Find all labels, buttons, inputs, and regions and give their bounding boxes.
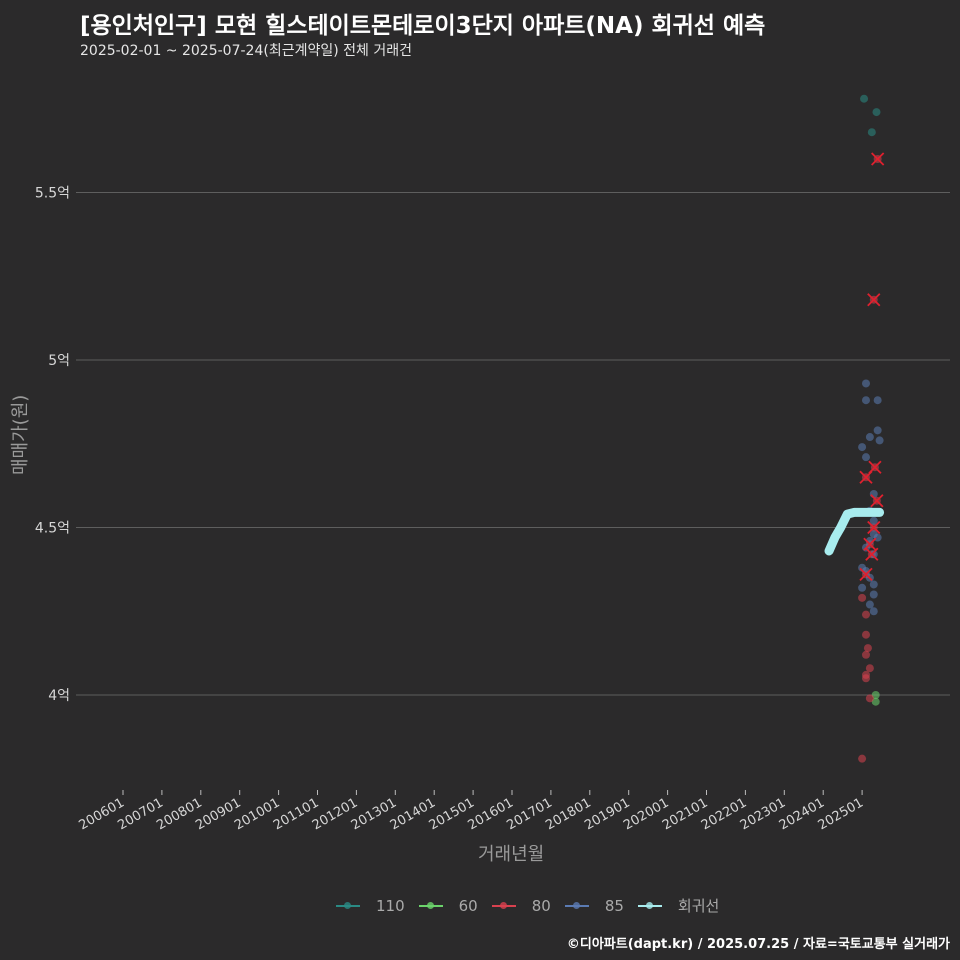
y-tick-label: 4.5억 — [35, 521, 70, 537]
data-point — [869, 516, 878, 525]
data-point — [865, 694, 874, 703]
data-point — [858, 583, 867, 592]
data-point — [873, 396, 882, 405]
data-point — [858, 443, 867, 452]
outlier-x-icon — [865, 547, 879, 561]
data-point — [869, 590, 878, 599]
legend-label: 60 — [458, 896, 478, 915]
y-tick-label: 5억 — [48, 353, 70, 369]
data-point — [867, 128, 876, 137]
legend-swatch-icon — [336, 901, 360, 909]
legend-item: 85 — [564, 896, 624, 915]
data-point — [873, 426, 882, 435]
regression-line — [824, 507, 885, 556]
legend-swatch-icon — [637, 901, 662, 909]
legend-item: 110 — [336, 897, 405, 915]
legend-label: 85 — [604, 896, 624, 915]
legend-label: 110 — [376, 896, 405, 915]
outlier-x-icon — [859, 470, 873, 484]
data-point — [861, 396, 870, 405]
data-point — [861, 674, 870, 683]
x-tick-label: 202501 — [816, 795, 866, 833]
footer-credit: ©디아파트(dapt.kr) / 2025.07.25 / 자료=국토교통부 실… — [566, 937, 950, 952]
legend-swatch-icon — [564, 901, 589, 909]
data-point — [865, 664, 874, 673]
data-point — [869, 550, 878, 559]
legend-swatch-icon — [418, 901, 443, 909]
legend-label: 회귀선 — [677, 897, 720, 915]
legend-item: 60 — [418, 896, 478, 915]
data-point — [861, 379, 870, 388]
data-point — [861, 630, 870, 639]
y-tick-label: 4억 — [48, 688, 70, 704]
data-point — [871, 691, 880, 699]
legend-swatch-icon — [491, 901, 516, 909]
legend: 110 60 80 85 회귀선 — [336, 895, 733, 916]
outlier-x-icon — [870, 494, 884, 508]
chart-subtitle: 2025-02-01 ~ 2025-07-24(최근계약일) 전체 거래건 — [80, 43, 412, 59]
data-point — [871, 697, 880, 706]
data-point — [869, 607, 878, 616]
chart-title: [용인처인구] 모현 힐스테이트몬테로이3단지 아파트(NA) 회귀선 예측 — [80, 13, 766, 39]
data-point — [865, 600, 874, 609]
outlier-x-icon — [871, 152, 885, 166]
data-point — [858, 593, 867, 602]
legend-label: 80 — [531, 896, 551, 915]
data-point — [861, 453, 870, 462]
data-point — [861, 610, 870, 619]
outlier-x-icon — [867, 520, 881, 535]
outlier-x-icon — [867, 293, 881, 307]
data-point — [875, 436, 884, 445]
legend-item: 회귀선 — [637, 895, 720, 916]
data-point — [869, 580, 878, 589]
y-tick-label: 5.5억 — [35, 186, 70, 202]
data-point — [860, 94, 869, 103]
outlier-x-icon — [859, 567, 873, 582]
x-axis-title: 거래년월 — [478, 844, 545, 865]
data-point — [858, 754, 867, 763]
data-point — [872, 108, 881, 117]
data-point — [863, 644, 872, 653]
data-point — [861, 650, 870, 659]
data-point — [865, 433, 874, 442]
y-axis-title: 매매가(원) — [10, 394, 31, 475]
legend-item: 80 — [491, 896, 551, 915]
